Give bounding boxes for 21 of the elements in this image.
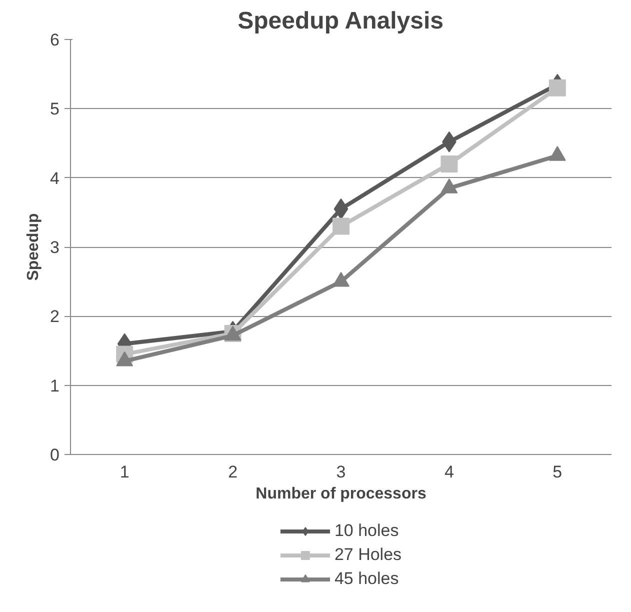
y-tick-label: 5	[50, 100, 60, 119]
legend-label: 27 Holes	[334, 545, 402, 565]
x-tick-label: 4	[444, 462, 454, 482]
chart-title: Speedup Analysis	[238, 8, 444, 34]
y-tick-label: 6	[50, 30, 60, 50]
point	[440, 156, 458, 172]
legend-label: 10 holes	[334, 521, 399, 541]
y-tick-label: 0	[50, 446, 60, 464]
x-tick-label: 1	[120, 462, 130, 482]
x-axis-title: Number of processors	[256, 486, 426, 502]
point	[332, 218, 350, 235]
x-tick-label: 5	[552, 462, 562, 482]
x-tick-label: 3	[336, 462, 346, 482]
y-tick-label: 3	[50, 238, 60, 257]
point	[548, 79, 566, 96]
y-tick-label: 1	[50, 376, 60, 396]
y-axis-title: Speedup	[25, 212, 42, 281]
x-tick-label: 2	[228, 462, 238, 482]
y-tick-label: 2	[50, 307, 60, 326]
y-tick-label: 4	[50, 168, 60, 188]
legend-label: 45 holes	[334, 569, 399, 589]
